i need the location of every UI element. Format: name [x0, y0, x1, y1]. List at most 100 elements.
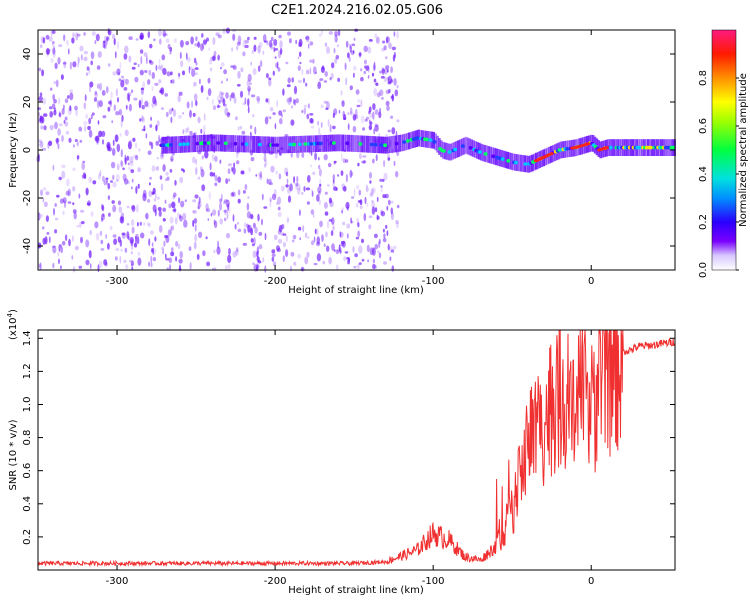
spectrogram-cell	[199, 78, 201, 85]
spectrogram-cell	[369, 180, 372, 184]
spectrogram-cell	[392, 245, 397, 250]
spectrogram-cell	[177, 212, 180, 219]
spectrogram-cell	[90, 60, 93, 66]
spectrogram-cell	[232, 214, 235, 222]
spectrogram-cell	[302, 225, 305, 233]
spectrogram-cell	[342, 158, 347, 164]
spectrogram-cell	[54, 229, 58, 234]
spectrogram-cell	[154, 192, 157, 199]
spectrogram-cell	[51, 41, 54, 47]
spectrogram-cell	[110, 180, 113, 183]
spectrogram-cell	[318, 127, 321, 135]
spectrogram-cell	[386, 105, 390, 111]
spectrogram-cell	[119, 255, 122, 264]
spectrogram-cell	[179, 176, 184, 184]
spectrogram-cell	[128, 36, 133, 40]
spectrogram-cell	[89, 81, 94, 88]
spectrogram-cell	[107, 242, 110, 250]
spectrogram-cell	[96, 83, 100, 89]
spectrogram-cell	[83, 32, 86, 36]
spectrogram-cell	[38, 263, 41, 268]
spectrogram-cell	[268, 40, 273, 48]
spectrogram-cell	[648, 145, 653, 150]
spectrogram-cell	[256, 250, 259, 258]
spectrogram-cell	[94, 92, 98, 98]
spectrogram-cell	[162, 248, 164, 255]
spectrogram-cell	[66, 178, 70, 187]
spectrogram-cell	[351, 135, 354, 152]
spectrogram-cell	[386, 205, 389, 211]
spectrogram-cell	[169, 52, 172, 55]
spectrogram-cell	[304, 232, 308, 239]
spectrogram-cell	[254, 136, 257, 153]
spectrogram-cell	[352, 50, 355, 54]
spectrogram-cell	[145, 133, 148, 139]
spectrogram-cell	[504, 151, 508, 169]
spectrogram-cell	[328, 219, 333, 222]
spectrogram-cell	[344, 159, 349, 163]
spectrogram-cell	[385, 224, 388, 229]
spectrogram-cell	[263, 154, 267, 162]
spectrogram-cell	[249, 82, 252, 86]
spectrogram-cell	[341, 101, 346, 107]
spectrogram-cell	[112, 204, 117, 213]
spectrogram-cell	[64, 121, 69, 127]
spectrogram-cell	[223, 201, 226, 204]
spectrogram-cell	[129, 259, 134, 263]
spectrogram-cell	[282, 233, 287, 236]
spectrogram-cell	[380, 186, 383, 193]
spectrogram-cell	[350, 217, 352, 224]
spectrogram-cell	[236, 84, 241, 87]
spectrogram-cell	[142, 189, 147, 198]
spectrogram-cell	[174, 136, 178, 154]
snr-y-ticks: 0.2 0.4 0.6 0.8 1.0 1.2 1.4	[22, 330, 675, 545]
spectrogram-cell	[172, 136, 176, 154]
spectrogram-cell	[359, 153, 362, 160]
spectrogram-cell	[225, 92, 229, 99]
spectrogram-cell	[299, 51, 302, 57]
spectrogram-cell	[313, 236, 316, 243]
spectrogram-cell	[53, 99, 57, 104]
spectrogram-cell	[333, 108, 338, 116]
spectrogram-cell	[233, 141, 238, 146]
spectrogram-cell	[372, 247, 376, 256]
spectrogram-cell	[282, 109, 286, 113]
spectrogram-cell	[194, 43, 199, 47]
spectrogram-cell	[120, 149, 123, 158]
spectrogram-cell	[212, 105, 217, 111]
spectrogram-cell	[272, 261, 277, 267]
spectrogram-cell	[358, 52, 362, 56]
spectrogram-cell	[170, 79, 173, 84]
spectrogram-cell	[301, 109, 304, 114]
spectrogram-cell	[400, 134, 403, 152]
spectrogram-cell	[213, 50, 217, 56]
spectrogram-cell	[220, 92, 225, 96]
spectrogram-cell	[51, 103, 56, 110]
spectrogram-cell	[232, 167, 236, 175]
spectrogram-cell	[90, 51, 95, 60]
spectrogram-cell	[517, 154, 521, 172]
spectrogram-cell	[146, 55, 148, 65]
spectrogram-cell	[286, 84, 291, 88]
spectrogram-cell	[197, 206, 200, 210]
spectrogram-cell	[37, 119, 41, 123]
spectrogram-cell	[273, 39, 278, 46]
spectrogram-cell	[301, 152, 305, 158]
spectrogram-cell	[123, 87, 128, 91]
spectrogram-cell	[239, 135, 242, 153]
spectrogram-cell	[127, 180, 130, 185]
spectrogram-cell	[385, 56, 388, 60]
spectrogram-cell	[40, 125, 44, 130]
spectrogram-cell	[111, 120, 114, 124]
spectrogram-cell	[343, 256, 347, 261]
spectrogram-cell	[162, 207, 166, 212]
spectrogram-cell	[349, 43, 352, 49]
spectrogram-cell	[314, 152, 318, 161]
spectrogram-cell	[190, 36, 194, 45]
colorbar-gradient	[712, 30, 736, 270]
spectrogram-cell	[61, 164, 66, 168]
spectrogram-cell	[293, 176, 296, 184]
spectrogram-cell	[120, 161, 124, 168]
y-tick-label: 1.4	[22, 330, 33, 346]
spectrogram-cell	[293, 85, 298, 95]
